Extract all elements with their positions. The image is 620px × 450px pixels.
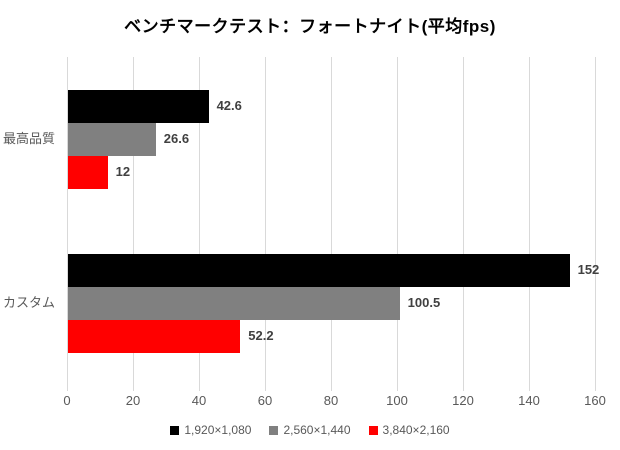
- bar: [68, 89, 209, 123]
- gridline: [330, 57, 332, 385]
- x-tick-mark: [264, 385, 266, 391]
- bar: [68, 319, 241, 353]
- legend-item: 1,920×1,080: [170, 423, 251, 437]
- bar-value-label: 26.6: [163, 131, 190, 146]
- gridline: [66, 57, 68, 385]
- x-axis-label: 80: [323, 393, 339, 408]
- x-tick-mark: [132, 385, 134, 391]
- bar: [68, 253, 570, 287]
- x-tick-mark: [66, 385, 68, 391]
- x-tick-mark: [330, 385, 332, 391]
- gridline: [396, 57, 398, 385]
- x-tick-mark: [594, 385, 596, 391]
- x-axis-label: 0: [63, 393, 71, 408]
- legend-swatch-icon: [170, 425, 180, 435]
- x-axis-label: 160: [584, 393, 606, 408]
- x-axis-label: 60: [257, 393, 273, 408]
- x-axis-label: 40: [191, 393, 207, 408]
- bar-value-label: 52.2: [248, 328, 274, 343]
- bar: [68, 286, 400, 320]
- legend-swatch-icon: [269, 425, 279, 435]
- bar-value-label: 152: [577, 262, 600, 277]
- x-axis-label: 140: [518, 393, 540, 408]
- x-tick-mark: [462, 385, 464, 391]
- legend-item: 2,560×1,440: [269, 423, 351, 437]
- gridline: [594, 57, 596, 385]
- gridline: [264, 57, 266, 385]
- legend-swatch-icon: [368, 425, 378, 435]
- x-tick-mark: [528, 385, 530, 391]
- chart-title: ベンチマークテスト：フォートナイト(平均fps): [124, 17, 496, 36]
- bar-value-label: 100.5: [407, 295, 441, 310]
- gridline: [462, 57, 464, 385]
- x-axis-label: 20: [125, 393, 141, 408]
- category-label: 最高品質: [2, 131, 55, 146]
- gridline: [132, 57, 134, 385]
- legend-item: 3,840×2,160: [368, 423, 450, 437]
- bar-value-label: 12: [115, 164, 131, 179]
- legend-label: 1,920×1,080: [184, 423, 252, 437]
- x-tick-mark: [198, 385, 200, 391]
- bar: [68, 122, 156, 156]
- bar: [68, 155, 108, 189]
- bar-value-label: 42.6: [216, 98, 242, 113]
- category-label: カスタム: [2, 295, 55, 310]
- x-axis-label: 120: [452, 393, 474, 408]
- legend: 1,920×1,080 2,560×1,440 3,840×2,160: [0, 421, 620, 439]
- legend-label: 3,840×2,160: [382, 423, 450, 437]
- x-tick-mark: [396, 385, 398, 391]
- legend-label: 2,560×1,440: [283, 423, 351, 437]
- x-axis-label: 100: [386, 393, 408, 408]
- gridline: [528, 57, 530, 385]
- gridline: [198, 57, 200, 385]
